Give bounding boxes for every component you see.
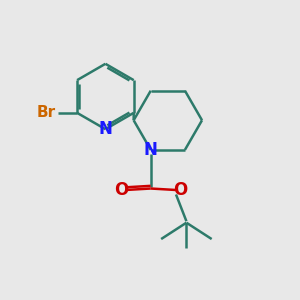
Text: O: O (173, 181, 188, 199)
Text: Br: Br (36, 105, 56, 120)
Text: O: O (114, 181, 128, 199)
Text: N: N (98, 120, 112, 138)
Text: N: N (144, 141, 158, 159)
